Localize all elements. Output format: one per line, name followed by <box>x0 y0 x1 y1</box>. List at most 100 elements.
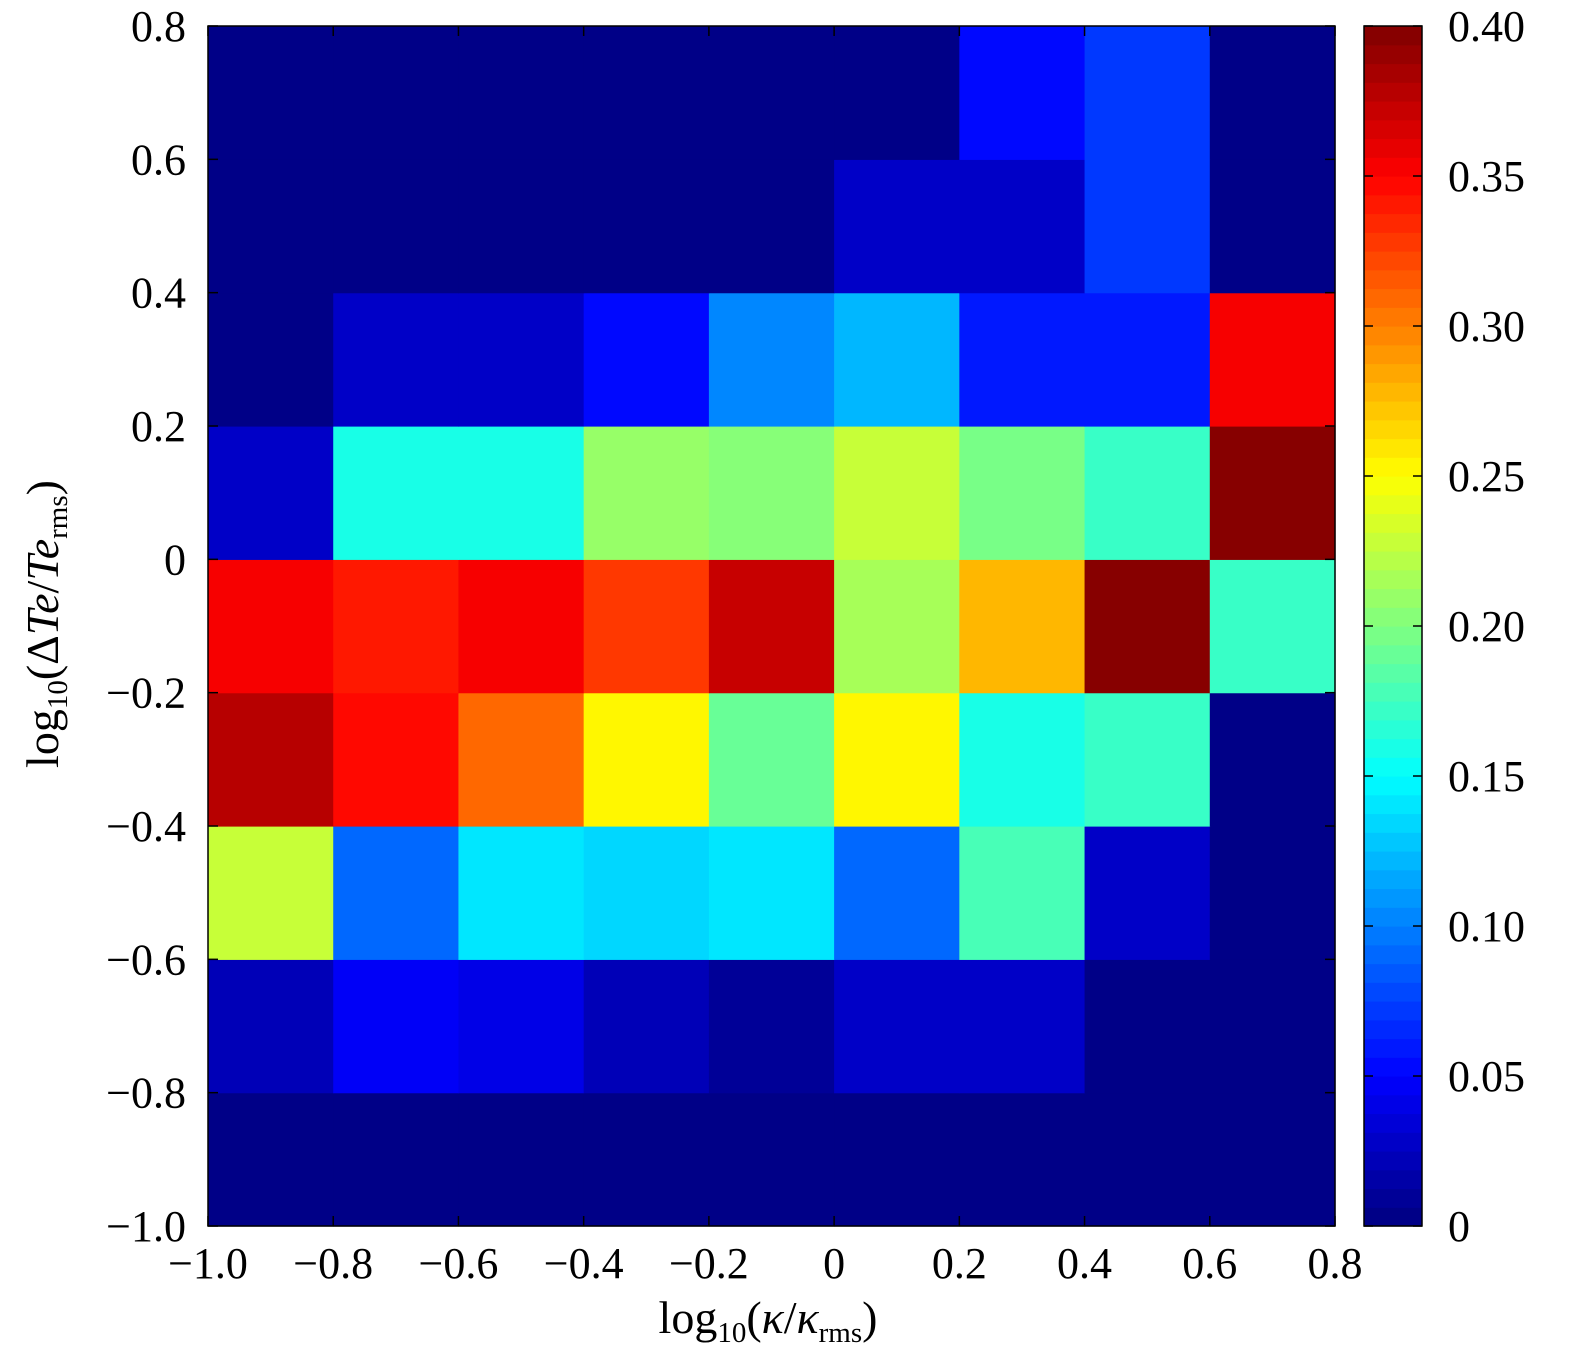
colorbar-segment <box>1364 532 1422 552</box>
y-tick-label: −0.6 <box>106 935 186 984</box>
y-tick-label: 0 <box>164 535 186 584</box>
colorbar-segment <box>1364 588 1422 608</box>
colorbar-segment <box>1364 888 1422 908</box>
y-tick-label: 0.2 <box>131 402 186 451</box>
heatmap-cell <box>208 959 334 1094</box>
y-axis-label: log10(ΔTe/Terms) <box>17 480 74 768</box>
heatmap-cell <box>333 26 460 160</box>
heatmap-cell <box>1084 692 1211 827</box>
heatmap-cells <box>208 26 1336 1227</box>
heatmap-cell <box>1209 959 1336 1094</box>
heatmap-cell <box>208 292 334 427</box>
colorbar-segment <box>1364 344 1422 365</box>
colorbar-segment <box>1364 1151 1422 1171</box>
heatmap-cell <box>1084 1092 1211 1227</box>
heatmap-cell <box>1084 292 1211 427</box>
colorbar-segment <box>1364 326 1422 346</box>
heatmap-cell <box>208 1092 334 1227</box>
heatmap-cell <box>333 959 460 1094</box>
colorbar-segment <box>1364 1132 1422 1152</box>
heatmap-cell <box>208 692 334 827</box>
heatmap-cell <box>708 1092 835 1227</box>
colorbar-segment <box>1364 251 1422 271</box>
heatmap-cell <box>333 426 460 560</box>
colorbar-segment <box>1364 701 1422 721</box>
colorbar-segment <box>1364 926 1422 946</box>
heatmap-cell <box>1209 692 1336 827</box>
x-tick-label: 0.4 <box>1057 1239 1112 1288</box>
colorbar-segment <box>1364 213 1422 233</box>
heatmap-cell <box>959 26 1086 160</box>
heatmap-cell <box>834 159 960 294</box>
heatmap-cell <box>1084 426 1211 560</box>
colorbar-segment <box>1364 26 1422 46</box>
heatmap-cell <box>834 26 960 160</box>
x-tick-label: 0.6 <box>1182 1239 1237 1288</box>
y-tick-label: −0.8 <box>106 1069 186 1118</box>
colorbar-segment <box>1364 963 1422 983</box>
heatmap-cell <box>583 26 710 160</box>
colorbar-segment <box>1364 944 1422 965</box>
heatmap-cell <box>708 692 835 827</box>
colorbar-segment <box>1364 982 1422 1002</box>
colorbar-segment <box>1364 438 1422 458</box>
heatmap-cell <box>708 159 835 294</box>
heatmap-cell <box>333 159 460 294</box>
colorbar-segment <box>1364 1019 1422 1040</box>
colorbar-segment <box>1364 682 1422 702</box>
colorbar-tick-label: 0.20 <box>1448 602 1525 651</box>
colorbar-segment <box>1364 551 1422 571</box>
y-tick-label: 0.6 <box>131 135 186 184</box>
colorbar-segment <box>1364 1076 1422 1096</box>
colorbar-tick-label: 0.35 <box>1448 152 1525 201</box>
colorbar-segment <box>1364 569 1422 590</box>
heatmap-cell <box>834 426 960 560</box>
x-tick-label: −0.8 <box>293 1239 373 1288</box>
heatmap-cell <box>959 959 1086 1094</box>
y-tick-label: 0.4 <box>131 269 186 318</box>
heatmap-cell <box>959 1092 1086 1227</box>
colorbar-segment <box>1364 119 1422 140</box>
heatmap-cell <box>1209 159 1336 294</box>
heatmap-cell <box>834 826 960 960</box>
heatmap-cell <box>1084 826 1211 960</box>
heatmap-cell <box>834 1092 960 1227</box>
colorbar-segment <box>1364 82 1422 102</box>
colorbar-segment <box>1364 1169 1422 1190</box>
colorbar-segment <box>1364 907 1422 927</box>
heatmap-cell <box>208 826 334 960</box>
x-axis-label: log10(κ/κrms) <box>659 1292 878 1349</box>
heatmap-cell <box>834 559 960 694</box>
heatmap-cell <box>834 692 960 827</box>
heatmap-cell <box>708 559 835 694</box>
heatmap-cell <box>583 959 710 1094</box>
colorbar-segment <box>1364 1001 1422 1021</box>
colorbar-segment <box>1364 813 1422 833</box>
heatmap-cell <box>834 959 960 1094</box>
heatmap-cell <box>959 159 1086 294</box>
heatmap-cell <box>1209 826 1336 960</box>
colorbar-segment <box>1364 419 1422 440</box>
heatmap-cell <box>708 292 835 427</box>
heatmap-cell <box>333 1092 460 1227</box>
colorbar-segment <box>1364 1038 1422 1058</box>
colorbar-segment <box>1364 869 1422 890</box>
colorbar-tick-label: 0.05 <box>1448 1052 1525 1101</box>
heatmap-cell <box>458 426 585 560</box>
colorbar-segment <box>1364 738 1422 758</box>
heatmap-cell <box>959 292 1086 427</box>
colorbar-segment <box>1364 1094 1422 1115</box>
heatmap-cell <box>583 826 710 960</box>
x-tick-label: 0.2 <box>932 1239 987 1288</box>
heatmap-cell <box>458 26 585 160</box>
colorbar-segment <box>1364 457 1422 477</box>
colorbar-segment <box>1364 1188 1422 1208</box>
colorbar-segment <box>1364 138 1422 158</box>
colorbar: 0 0.05 0.10 0.15 0.20 0.25 0.30 0.35 0.40 <box>1363 2 1525 1251</box>
colorbar-tick-label: 0.15 <box>1448 752 1525 801</box>
heatmap-cell <box>1209 559 1336 694</box>
heatmap-cell <box>333 826 460 960</box>
colorbar-tick-label: 0.40 <box>1448 2 1525 51</box>
colorbar-segment <box>1364 607 1422 627</box>
